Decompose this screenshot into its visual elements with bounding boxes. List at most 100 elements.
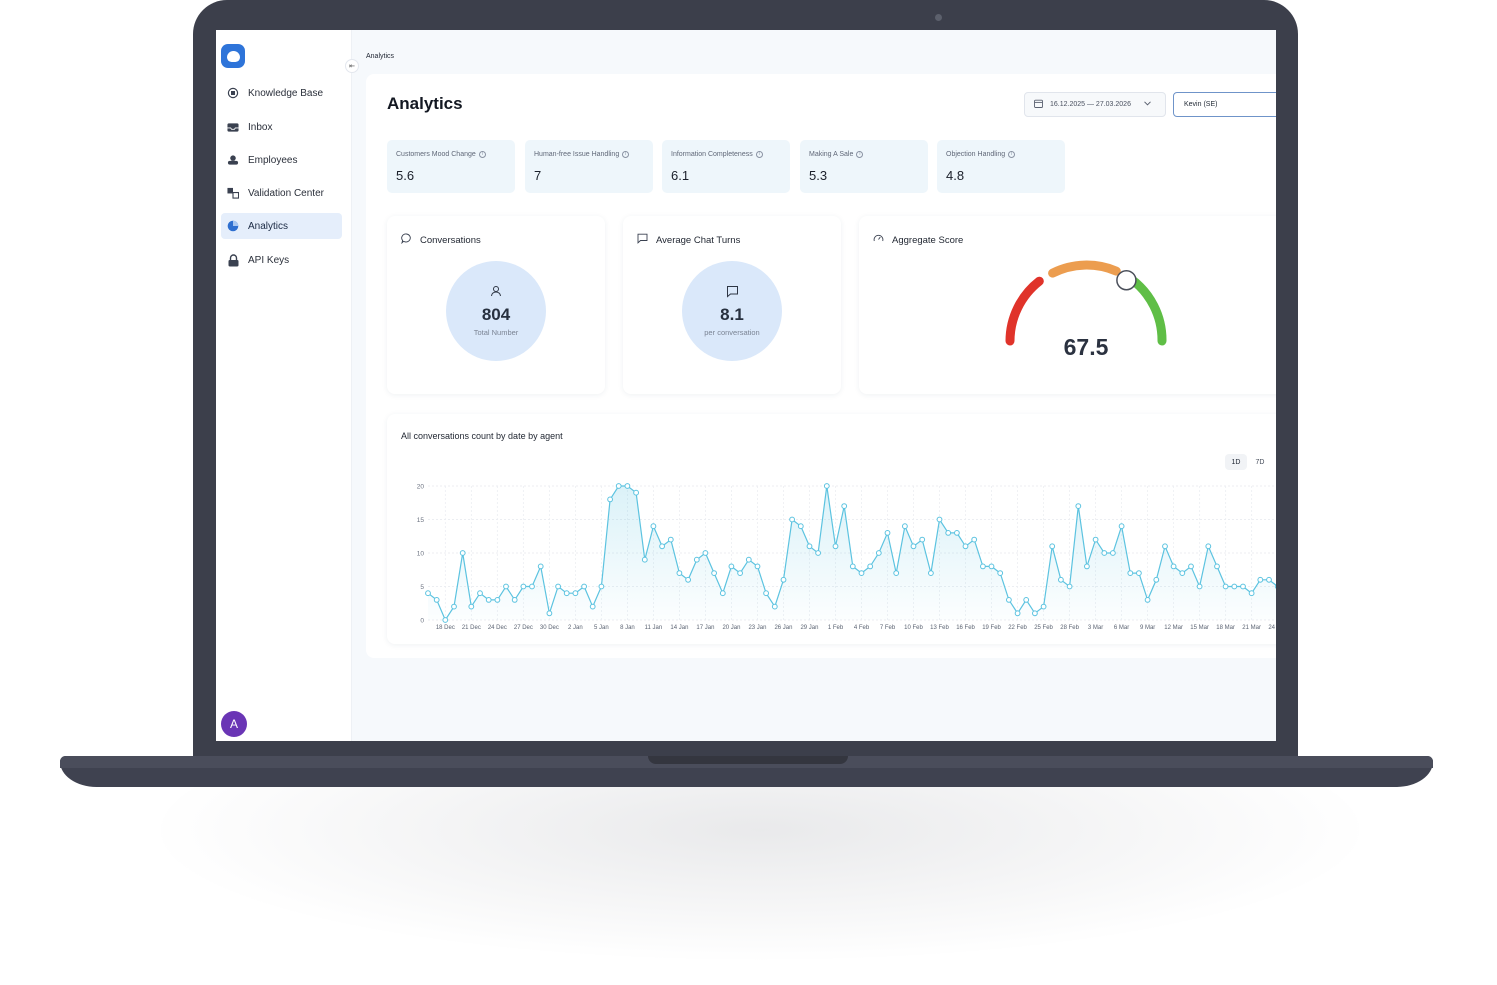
data-point[interactable] <box>789 516 796 523</box>
data-point[interactable] <box>615 483 622 489</box>
range-button-7d[interactable]: 7D <box>1255 458 1265 466</box>
data-point[interactable] <box>546 610 553 617</box>
data-point[interactable] <box>1162 543 1168 550</box>
data-point[interactable] <box>468 603 475 610</box>
data-point[interactable] <box>503 583 509 590</box>
data-point[interactable] <box>849 563 856 570</box>
data-point[interactable] <box>624 483 631 489</box>
data-point[interactable] <box>1110 550 1116 556</box>
data-point[interactable] <box>1040 603 1047 610</box>
data-point[interactable] <box>910 543 917 550</box>
data-point[interactable] <box>433 597 440 603</box>
data-point[interactable] <box>451 603 457 610</box>
info-icon[interactable]: i <box>856 151 864 158</box>
sidebar-item-analytics[interactable]: Analytics <box>221 213 342 239</box>
data-point[interactable] <box>945 530 952 536</box>
sidebar-item-api-keys[interactable]: API Keys <box>221 247 342 273</box>
data-point[interactable] <box>884 530 891 536</box>
data-point[interactable] <box>1058 576 1064 583</box>
info-icon[interactable]: i <box>478 151 486 158</box>
data-point[interactable] <box>1136 570 1142 577</box>
agent-select[interactable]: Kevin (SE) <box>1173 92 1276 117</box>
data-point[interactable] <box>875 550 882 556</box>
data-point[interactable] <box>667 536 674 543</box>
data-point[interactable] <box>589 603 596 610</box>
data-point[interactable] <box>1101 550 1108 556</box>
data-point[interactable] <box>1032 610 1038 617</box>
data-point[interactable] <box>1006 597 1012 603</box>
data-point[interactable] <box>728 563 735 570</box>
data-point[interactable] <box>902 523 908 530</box>
data-point[interactable] <box>1231 583 1238 590</box>
data-point[interactable] <box>893 570 900 577</box>
data-point[interactable] <box>581 583 588 590</box>
data-point[interactable] <box>745 556 752 563</box>
data-point[interactable] <box>659 543 666 550</box>
data-point[interactable] <box>1274 584 1276 589</box>
data-point[interactable] <box>1214 563 1220 570</box>
data-point[interactable] <box>936 516 943 523</box>
data-point[interactable] <box>598 583 605 590</box>
data-point[interactable] <box>962 543 969 550</box>
data-point[interactable] <box>737 570 744 577</box>
data-point[interactable] <box>858 570 865 577</box>
data-point[interactable] <box>511 597 518 603</box>
data-point[interactable] <box>928 570 934 577</box>
data-point[interactable] <box>1240 583 1246 590</box>
data-point[interactable] <box>572 590 579 597</box>
data-point[interactable] <box>719 590 726 597</box>
data-point[interactable] <box>988 563 995 570</box>
data-point[interactable] <box>771 603 778 610</box>
data-point[interactable] <box>685 576 692 583</box>
data-point[interactable] <box>494 597 501 603</box>
data-point[interactable] <box>537 563 544 570</box>
data-point[interactable] <box>1023 597 1030 603</box>
data-point[interactable] <box>1196 583 1203 590</box>
sidebar-item-employees[interactable]: Employees <box>221 147 342 173</box>
data-point[interactable] <box>607 496 614 503</box>
user-avatar[interactable]: A <box>221 711 247 737</box>
data-point[interactable] <box>954 530 960 536</box>
data-point[interactable] <box>641 556 648 563</box>
sidebar-item-knowledge-base[interactable]: Knowledge Base <box>221 80 342 106</box>
data-point[interactable] <box>1066 583 1073 590</box>
data-point[interactable] <box>555 583 562 590</box>
data-point[interactable] <box>997 570 1004 577</box>
data-point[interactable] <box>797 523 804 530</box>
info-icon[interactable]: i <box>1008 151 1016 158</box>
data-point[interactable] <box>1075 503 1082 509</box>
data-point[interactable] <box>1257 576 1264 583</box>
data-point[interactable] <box>650 523 657 530</box>
data-point[interactable] <box>971 536 978 543</box>
data-point[interactable] <box>1144 597 1151 603</box>
data-point[interactable] <box>1179 570 1186 577</box>
data-point[interactable] <box>1266 576 1272 583</box>
data-point[interactable] <box>676 570 683 577</box>
data-point[interactable] <box>780 576 787 583</box>
data-point[interactable] <box>919 536 926 543</box>
data-point[interactable] <box>815 550 822 556</box>
data-point[interactable] <box>832 543 839 550</box>
data-point[interactable] <box>711 570 718 577</box>
gauge-indicator-knob[interactable] <box>1116 269 1137 291</box>
data-point[interactable] <box>425 590 431 597</box>
data-point[interactable] <box>702 550 709 556</box>
data-point[interactable] <box>485 597 492 603</box>
data-point[interactable] <box>633 489 640 496</box>
data-point[interactable] <box>1084 563 1090 570</box>
data-point[interactable] <box>1170 563 1177 570</box>
data-point[interactable] <box>563 590 570 597</box>
date-range-picker[interactable]: 16.12.2025 — 27.03.2026 <box>1024 92 1166 117</box>
data-point[interactable] <box>459 550 466 556</box>
sidebar-item-validation-center[interactable]: Validation Center <box>221 180 342 206</box>
data-point[interactable] <box>1092 536 1099 543</box>
data-point[interactable] <box>1118 523 1125 530</box>
range-button-1d[interactable]: 1D <box>1225 454 1247 470</box>
data-point[interactable] <box>1014 610 1021 617</box>
data-point[interactable] <box>477 590 483 597</box>
info-icon[interactable]: i <box>622 151 630 158</box>
data-point[interactable] <box>1049 543 1056 550</box>
app-logo[interactable] <box>221 44 245 68</box>
data-point[interactable] <box>754 563 761 570</box>
data-point[interactable] <box>841 503 848 509</box>
